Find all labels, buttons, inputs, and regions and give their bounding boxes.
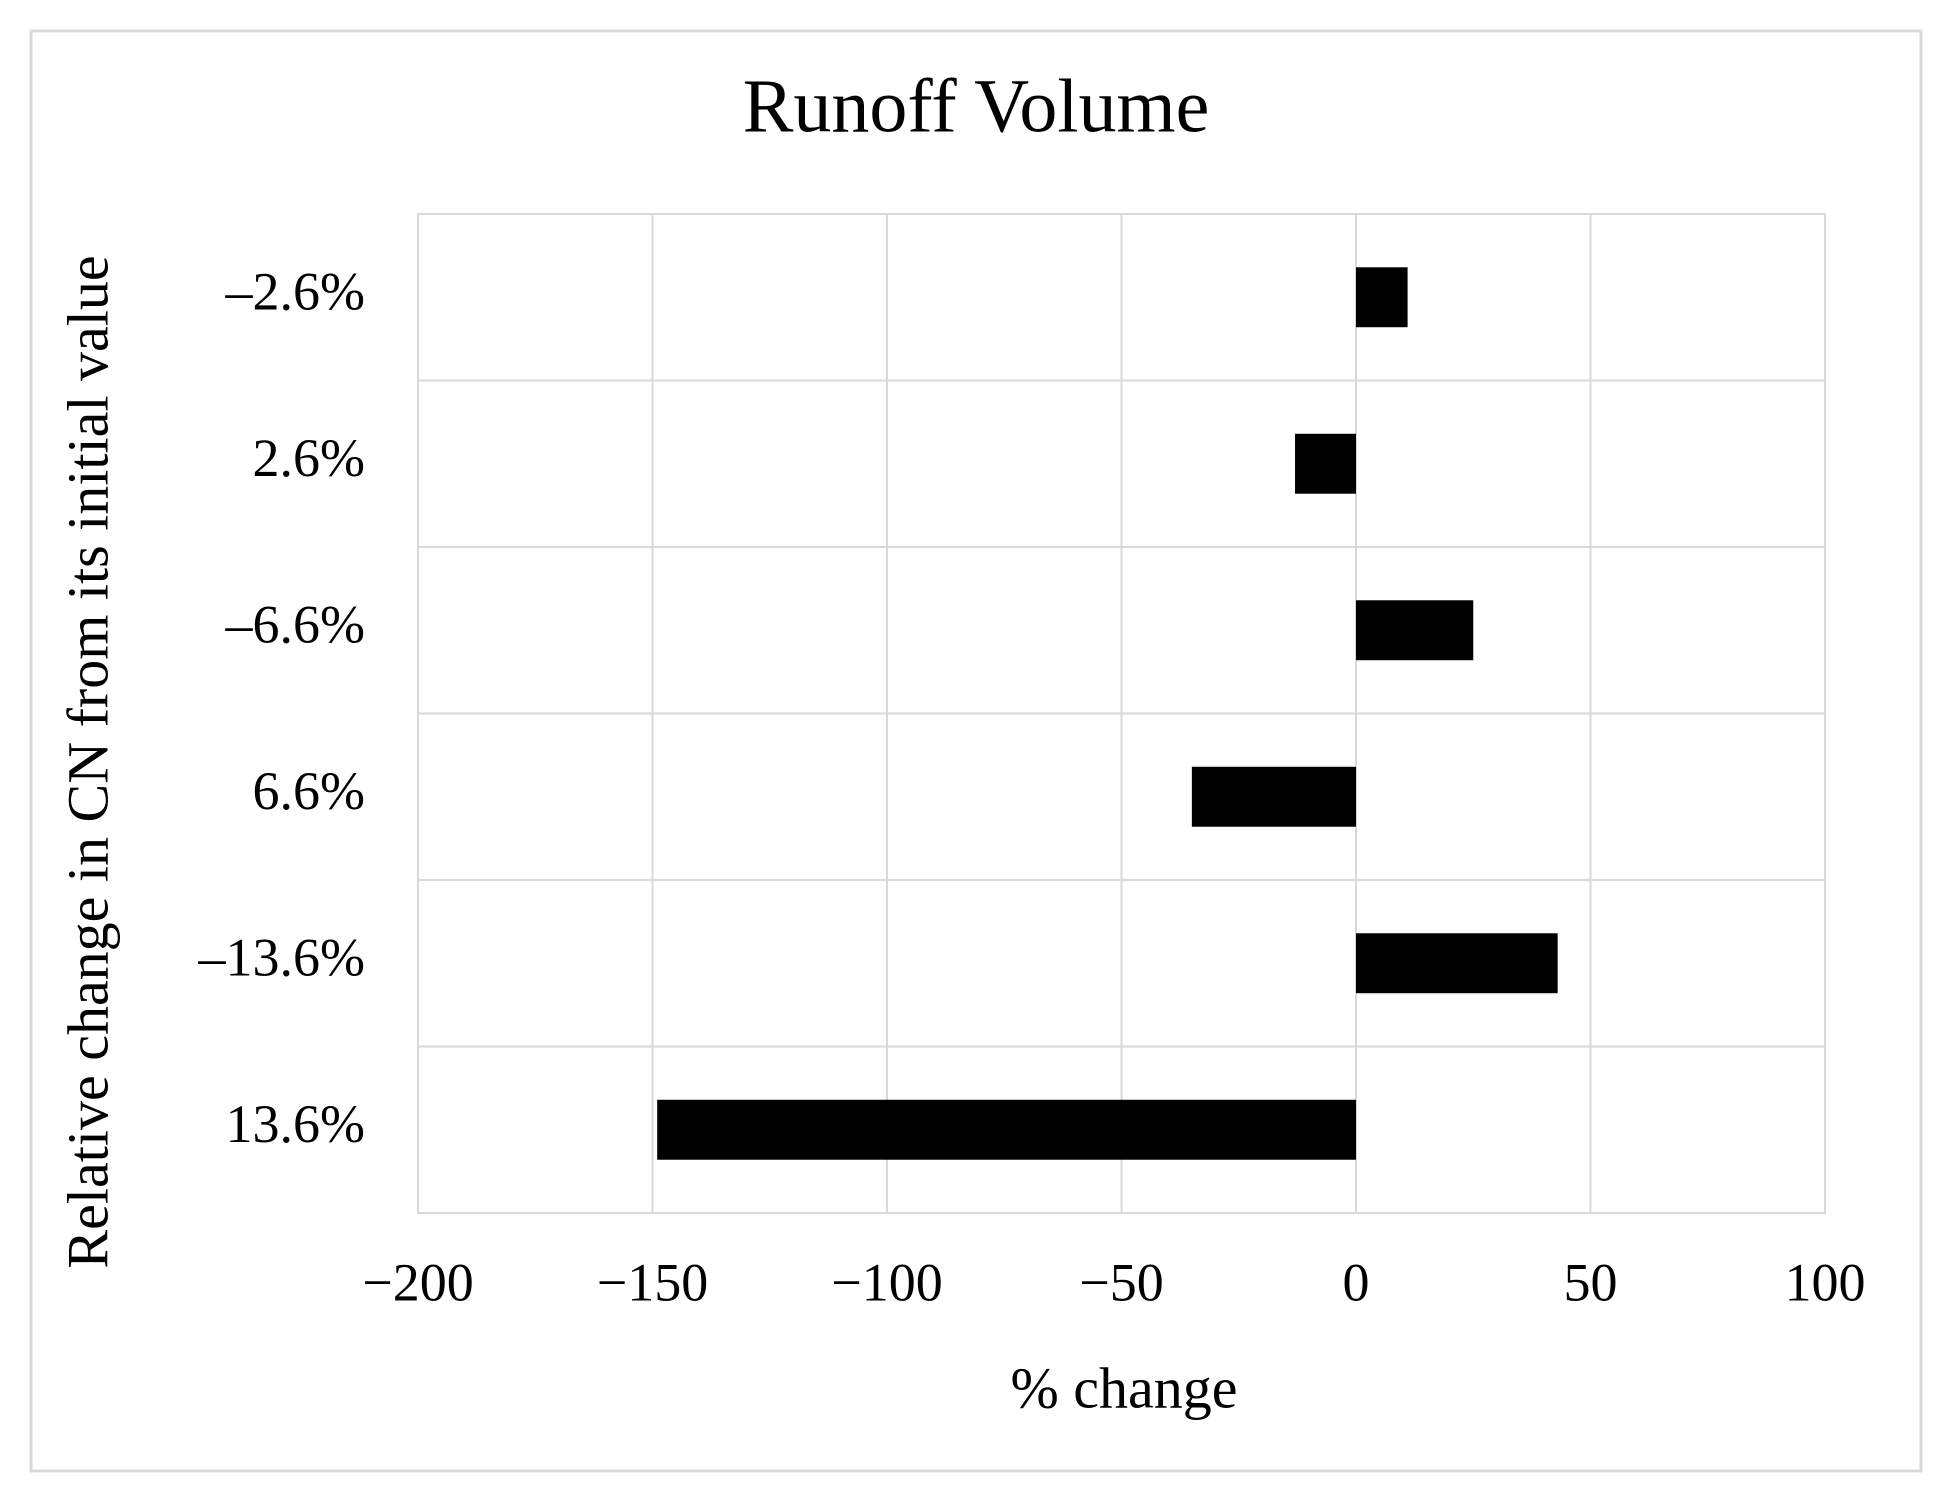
x-tick-label: −200 [362,1252,473,1312]
x-tick-label: 0 [1343,1252,1370,1312]
x-tick-label: 50 [1564,1252,1618,1312]
bar [1356,933,1558,994]
bar [657,1099,1356,1160]
y-tick-label: –6.6% [225,595,365,655]
y-tick-label: –2.6% [225,262,365,322]
bar [1191,766,1356,827]
x-tick-label: −100 [831,1252,942,1312]
x-tick-label: −50 [1079,1252,1163,1312]
x-axis-title: % change [1010,1355,1237,1420]
y-tick-label: –13.6% [198,928,365,988]
y-tick-label: 6.6% [253,761,365,821]
x-tick-label: 100 [1785,1252,1866,1312]
y-tick-label: 13.6% [226,1094,365,1154]
x-tick-label: −150 [597,1252,708,1312]
y-tick-label: 2.6% [253,428,365,488]
chart-border [29,29,1923,1473]
bar [1356,600,1474,661]
bar [1356,267,1408,328]
y-axis-title: Relative change in CN from its initial v… [55,255,120,1268]
chart-title: Runoff Volume [743,64,1210,148]
bar [1295,433,1356,494]
